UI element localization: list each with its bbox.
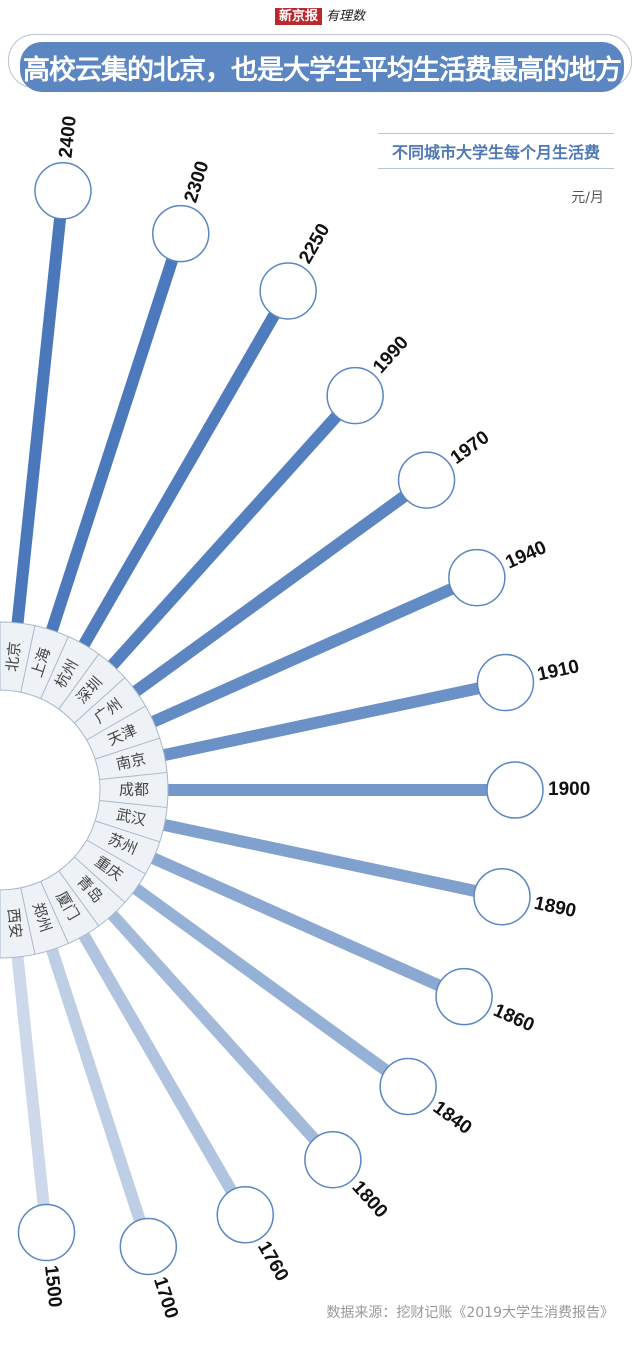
bar-end-circle	[435, 967, 493, 1026]
value-label: 1700	[149, 1274, 182, 1321]
bar-end-circle	[379, 1057, 437, 1116]
ring-divider	[99, 799, 168, 809]
ring-divider	[20, 887, 36, 955]
ring-divider	[40, 636, 69, 699]
city-label: 成都	[119, 781, 149, 799]
title-banner: 高校云集的北京，也是大学生平均生活费最高的地方	[20, 42, 624, 92]
bar-end-circle	[476, 653, 535, 712]
bar-end-circle	[119, 1217, 178, 1276]
city-label: 南京	[114, 750, 147, 774]
bar-end-circle	[473, 867, 531, 926]
bar-郑州	[44, 944, 155, 1249]
ring-divider	[86, 839, 146, 875]
ring-divider	[58, 870, 100, 927]
bar-end-circle	[397, 451, 456, 509]
chart-title: 不同城市大学生每个月生活费	[378, 133, 614, 169]
unit-label: 元/月	[571, 190, 604, 206]
bar-重庆	[129, 881, 412, 1092]
value-label: 2300	[181, 159, 214, 206]
value-label: 1500	[40, 1264, 65, 1308]
ring-divider	[40, 881, 69, 944]
bar-end-circle	[326, 366, 384, 425]
bar-青岛	[105, 907, 338, 1164]
value-label: 1840	[429, 1097, 476, 1139]
logo: 新京报 有理数	[0, 5, 640, 25]
ring-divider	[58, 653, 100, 710]
value-label: 1970	[447, 427, 494, 469]
bar-南京	[159, 676, 507, 762]
ring-divider	[94, 820, 160, 843]
page-title: 高校云集的北京，也是大学生平均生活费最高的地方	[23, 54, 622, 86]
bar-杭州	[76, 287, 294, 651]
bar-广州	[129, 475, 431, 699]
ring-divider	[73, 677, 126, 724]
bar-上海	[44, 231, 187, 636]
source-note: 数据来源：挖财记账《2019大学生消费报告》	[326, 1305, 614, 1321]
bar-end-circle	[152, 204, 210, 263]
bar-武汉	[159, 818, 504, 903]
bar-苏州	[147, 851, 467, 1003]
value-label: 1910	[535, 656, 581, 685]
bar-end-circle	[216, 1186, 274, 1244]
value-label: 1990	[369, 332, 413, 377]
bar-end-circle	[34, 162, 92, 220]
value-label: 1890	[532, 893, 578, 922]
value-label: 1900	[548, 779, 590, 800]
value-label: 1800	[348, 1177, 392, 1222]
bar-end-circle	[486, 761, 544, 819]
ring-divider	[20, 625, 36, 693]
value-label: 2400	[56, 115, 81, 159]
value-label: 2250	[295, 220, 334, 267]
ring-divider	[99, 771, 168, 781]
bar-end-circle	[17, 1203, 76, 1262]
bar-end-circle	[259, 262, 317, 320]
value-label: 1940	[503, 537, 550, 573]
logo-column: 有理数	[326, 9, 366, 24]
ring-divider	[86, 705, 146, 741]
city-label: 武汉	[115, 805, 148, 829]
bar-end-circle	[448, 548, 506, 607]
bar-深圳	[105, 391, 360, 673]
value-label: 1860	[490, 1000, 537, 1036]
bar-end-circle	[304, 1130, 362, 1189]
bar-北京	[11, 190, 69, 628]
logo-brand: 新京报	[274, 8, 322, 25]
bar-厦门	[76, 929, 251, 1218]
city-label: 北京	[3, 641, 24, 673]
bar-天津	[147, 572, 480, 729]
ring-divider	[94, 737, 160, 760]
bar-西安	[11, 952, 53, 1234]
value-label: 1760	[253, 1238, 292, 1285]
ring-divider	[73, 856, 126, 903]
city-label: 西安	[4, 907, 25, 939]
